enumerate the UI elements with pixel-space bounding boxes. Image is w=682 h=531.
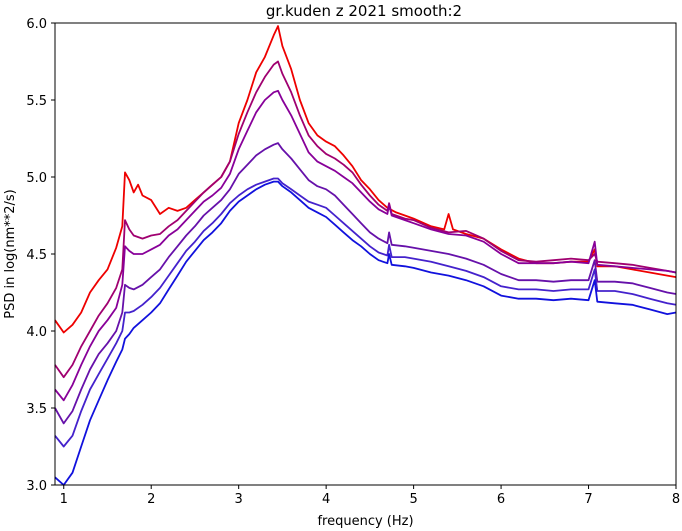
axis-ticks: 1 2 3 4 5 6 7 8 3.0 3.5 4.0 4.5 5.0 5.5 6.0 bbox=[26, 17, 680, 507]
x-axis-label: frequency (Hz) bbox=[317, 514, 413, 529]
series-line-3 bbox=[54, 89, 677, 402]
plot-frame bbox=[54, 22, 677, 486]
y-tick-label: 3.0 bbox=[26, 479, 47, 494]
y-tick-label: 4.0 bbox=[26, 325, 47, 340]
series-line-5 bbox=[54, 177, 677, 448]
series-line-1 bbox=[54, 25, 677, 334]
series-line-4 bbox=[54, 142, 677, 425]
x-tick-label: 1 bbox=[60, 492, 68, 507]
x-tick-label: 6 bbox=[497, 492, 505, 507]
x-tick-label: 5 bbox=[409, 492, 417, 507]
y-tick-label: 3.5 bbox=[26, 402, 47, 417]
y-tick-label: 4.5 bbox=[26, 248, 47, 263]
y-tick-label: 5.0 bbox=[26, 171, 47, 186]
x-tick-label: 8 bbox=[672, 492, 680, 507]
x-tick-label: 3 bbox=[235, 492, 243, 507]
series-line-2 bbox=[54, 60, 677, 379]
series-lines bbox=[54, 25, 677, 486]
y-tick-label: 5.5 bbox=[26, 94, 47, 109]
x-tick-label: 7 bbox=[584, 492, 592, 507]
y-tick-label: 6.0 bbox=[26, 17, 47, 32]
chart-title: gr.kuden z 2021 smooth:2 bbox=[266, 2, 462, 20]
y-axis-label: PSD in log(nm**2/s) bbox=[3, 189, 18, 319]
x-tick-label: 2 bbox=[147, 492, 155, 507]
series-line-6 bbox=[54, 180, 677, 486]
x-tick-label: 4 bbox=[322, 492, 330, 507]
